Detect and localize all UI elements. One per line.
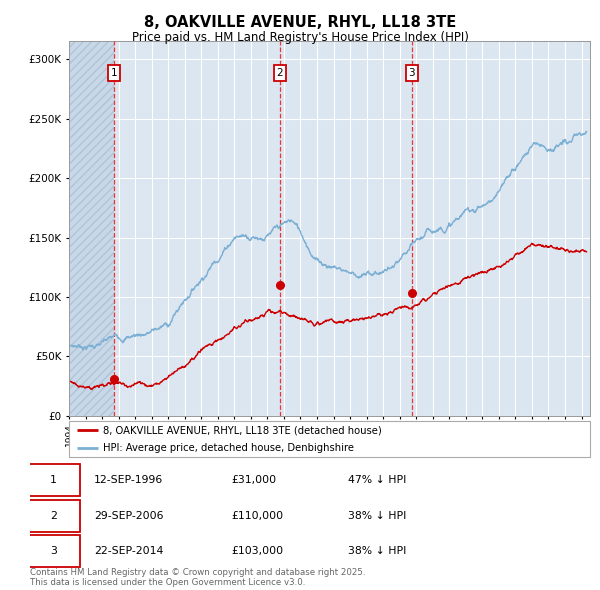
Text: 1: 1 bbox=[50, 475, 57, 485]
Text: £110,000: £110,000 bbox=[231, 511, 283, 520]
Bar bbox=[69, 41, 114, 416]
Text: £103,000: £103,000 bbox=[231, 546, 283, 556]
Text: £31,000: £31,000 bbox=[231, 475, 276, 485]
Text: 2: 2 bbox=[50, 511, 57, 520]
Text: 3: 3 bbox=[409, 68, 415, 78]
FancyBboxPatch shape bbox=[69, 421, 590, 457]
Text: 22-SEP-2014: 22-SEP-2014 bbox=[94, 546, 164, 556]
Text: Contains HM Land Registry data © Crown copyright and database right 2025.
This d: Contains HM Land Registry data © Crown c… bbox=[30, 568, 365, 587]
Text: 38% ↓ HPI: 38% ↓ HPI bbox=[348, 511, 406, 520]
Text: HPI: Average price, detached house, Denbighshire: HPI: Average price, detached house, Denb… bbox=[103, 444, 354, 454]
Text: 29-SEP-2006: 29-SEP-2006 bbox=[94, 511, 164, 520]
Text: 38% ↓ HPI: 38% ↓ HPI bbox=[348, 546, 406, 556]
FancyBboxPatch shape bbox=[27, 535, 80, 567]
Text: 2: 2 bbox=[277, 68, 283, 78]
FancyBboxPatch shape bbox=[27, 500, 80, 532]
Text: 12-SEP-1996: 12-SEP-1996 bbox=[94, 475, 163, 485]
Text: 8, OAKVILLE AVENUE, RHYL, LL18 3TE (detached house): 8, OAKVILLE AVENUE, RHYL, LL18 3TE (deta… bbox=[103, 425, 382, 435]
FancyBboxPatch shape bbox=[27, 464, 80, 496]
Text: 47% ↓ HPI: 47% ↓ HPI bbox=[348, 475, 406, 485]
Text: Price paid vs. HM Land Registry's House Price Index (HPI): Price paid vs. HM Land Registry's House … bbox=[131, 31, 469, 44]
Text: 1: 1 bbox=[110, 68, 117, 78]
Text: 8, OAKVILLE AVENUE, RHYL, LL18 3TE: 8, OAKVILLE AVENUE, RHYL, LL18 3TE bbox=[144, 15, 456, 30]
Text: 3: 3 bbox=[50, 546, 57, 556]
